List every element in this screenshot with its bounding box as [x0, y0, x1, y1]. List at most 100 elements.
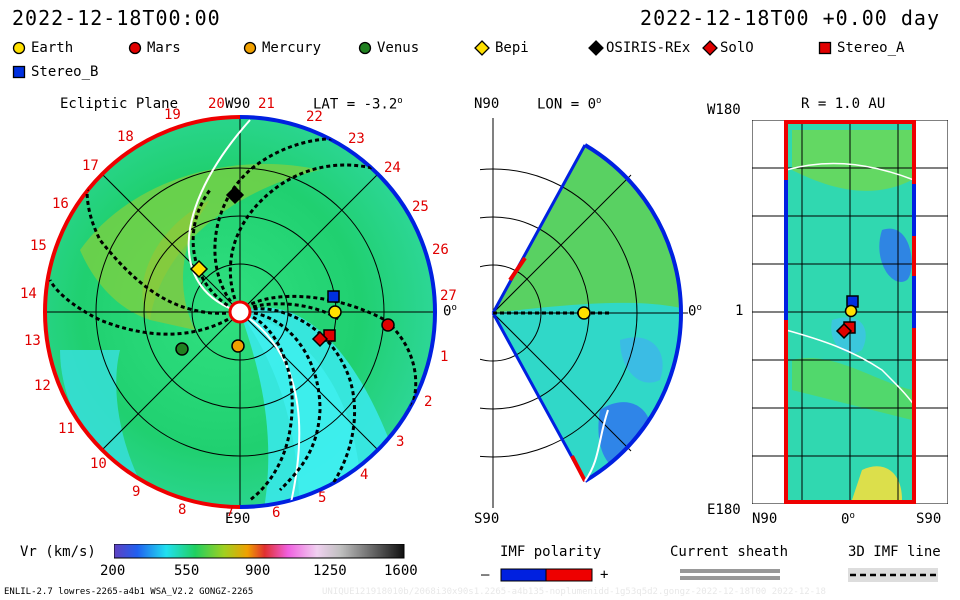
sector-label: 13 — [24, 333, 41, 349]
sector-label: 9 — [132, 484, 141, 500]
sector-label: 25 — [412, 199, 429, 215]
sector-label: 18 — [117, 129, 134, 145]
map-mid-left-label: 1 — [735, 303, 744, 319]
map-x-label-s90: S90 — [916, 511, 942, 527]
legend-item-venus: Venus — [358, 40, 419, 56]
legend-label: Mars — [147, 40, 181, 56]
sector-label: 5 — [318, 490, 327, 506]
diamond-marker-icon — [588, 40, 604, 56]
map-earth-marker — [844, 304, 858, 318]
map-top-left-label: W180 — [707, 102, 741, 118]
colorbar-tick: 1600 — [384, 563, 418, 579]
sector-label: 16 — [52, 196, 69, 212]
diamond-marker-icon — [702, 40, 718, 56]
legend-label: Mercury — [262, 40, 322, 56]
rim-arc-red-top — [43, 115, 241, 313]
footer-run-id: UNIQUE121918010b/2068i30x90s1.2265-a4b13… — [322, 587, 826, 597]
meridional-top-label: N90 — [474, 96, 500, 112]
imf-polarity-title: IMF polarity — [500, 544, 602, 560]
map-solo-marker — [835, 322, 853, 340]
colorbar-label: Vr (km/s) — [20, 544, 96, 560]
meridional-solar-wind-field — [493, 145, 681, 471]
sector-label: 20 — [208, 96, 225, 112]
legend-label: Stereo_B — [31, 64, 99, 80]
meridional-sheath-line — [584, 409, 609, 482]
mercury-marker — [231, 339, 245, 353]
solo-marker — [311, 330, 329, 348]
sector-label: 3 — [396, 434, 405, 450]
sector-label: 8 — [178, 502, 187, 518]
legend-label: Venus — [377, 40, 420, 56]
imf-3d-line-title: 3D IMF line — [848, 544, 941, 560]
legend-item-earth: Earth — [12, 40, 73, 56]
legend-item-stereo-b: Stereo_B — [12, 64, 98, 80]
ecliptic-top-label: W90 — [225, 96, 251, 112]
current-sheath-title: Current sheath — [670, 544, 789, 560]
square-marker-icon — [818, 41, 832, 55]
legend-label: Earth — [31, 40, 74, 56]
venus-marker — [175, 342, 189, 356]
left-datetime: 2022-12-18T00:00 — [12, 6, 221, 30]
earth-marker — [328, 305, 342, 319]
sector-label: 26 — [432, 242, 449, 258]
meridional-bottom-label: S90 — [474, 511, 500, 527]
sector-label: 27 — [440, 288, 457, 304]
colorbar-tick: 900 — [245, 563, 271, 579]
rim-arc-red-left — [43, 311, 241, 509]
velocity-colorbar — [114, 544, 405, 559]
ecliptic-plane-plot — [43, 115, 437, 509]
circle-marker-icon — [243, 41, 257, 55]
colorbar-tick: 1250 — [313, 563, 347, 579]
meridional-edge-red-top — [508, 256, 527, 282]
legend-item-solo: SolO — [702, 40, 754, 56]
map-field-features — [792, 130, 912, 500]
sector-label: 11 — [58, 421, 75, 437]
legend-label: Bepi — [495, 40, 529, 56]
sector-label: 22 — [306, 109, 323, 125]
map-title: R = 1.0 AU — [801, 96, 886, 112]
bepi-marker — [189, 259, 209, 279]
imf-polarity-bar — [500, 568, 593, 582]
imf-field-lines — [48, 137, 418, 502]
sector-label: 24 — [384, 160, 401, 176]
ecliptic-lat: LAT = -3.2o — [313, 96, 403, 113]
map-x-label-n90: N90 — [752, 511, 778, 527]
sector-label: 23 — [348, 131, 365, 147]
square-marker-icon — [12, 65, 26, 79]
osiris-rex-marker — [225, 185, 245, 205]
colorbar-tick: 550 — [174, 563, 200, 579]
circle-marker-icon — [12, 41, 26, 55]
sector-label: 10 — [90, 456, 107, 472]
legend-item-mercury: Mercury — [243, 40, 321, 56]
sector-label: 1 — [440, 349, 449, 365]
sector-label: 19 — [164, 107, 181, 123]
map-x-label-zero: 0o — [841, 511, 855, 528]
legend-item-stereo-a: Stereo_A — [818, 40, 904, 56]
footer-model-info: ENLIL-2.7 lowres-2265-a4b1 WSA_V2.2 GONG… — [4, 587, 254, 597]
meridional-earth-marker — [577, 306, 591, 320]
map-bottom-left-label: E180 — [707, 502, 741, 518]
meridional-edge-red-bottom — [570, 455, 587, 482]
meridional-edge-bottom — [491, 312, 587, 482]
colorbar-tick: 200 — [100, 563, 126, 579]
meridional-right-label: 0o — [688, 303, 702, 320]
imf-minus-label: – — [481, 567, 490, 583]
ecliptic-title: Ecliptic Plane — [60, 96, 179, 112]
imf-plus-label: + — [600, 567, 609, 583]
sector-label: 2 — [424, 394, 433, 410]
meridional-lon: LON = 0o — [537, 96, 602, 113]
current-sheath-swatch — [680, 569, 780, 580]
legend: Earth Mars Mercury Venus Bepi OSIRIS-REx… — [12, 38, 952, 84]
meridional-rim-blue — [583, 143, 683, 483]
sector-label: 17 — [82, 158, 99, 174]
sector-label: 21 — [258, 96, 275, 112]
sector-label: 4 — [360, 467, 369, 483]
rim-arc-blue-top — [239, 115, 437, 313]
legend-item-bepi: Bepi — [474, 40, 529, 56]
r1au-map-plot — [752, 120, 948, 504]
legend-item-osiris-rex: OSIRIS-REx — [588, 40, 690, 56]
meridional-plane-plot — [480, 118, 688, 508]
sector-label: 14 — [20, 286, 37, 302]
current-sheath-lines — [187, 119, 301, 507]
legend-label: OSIRIS-REx — [606, 40, 691, 56]
